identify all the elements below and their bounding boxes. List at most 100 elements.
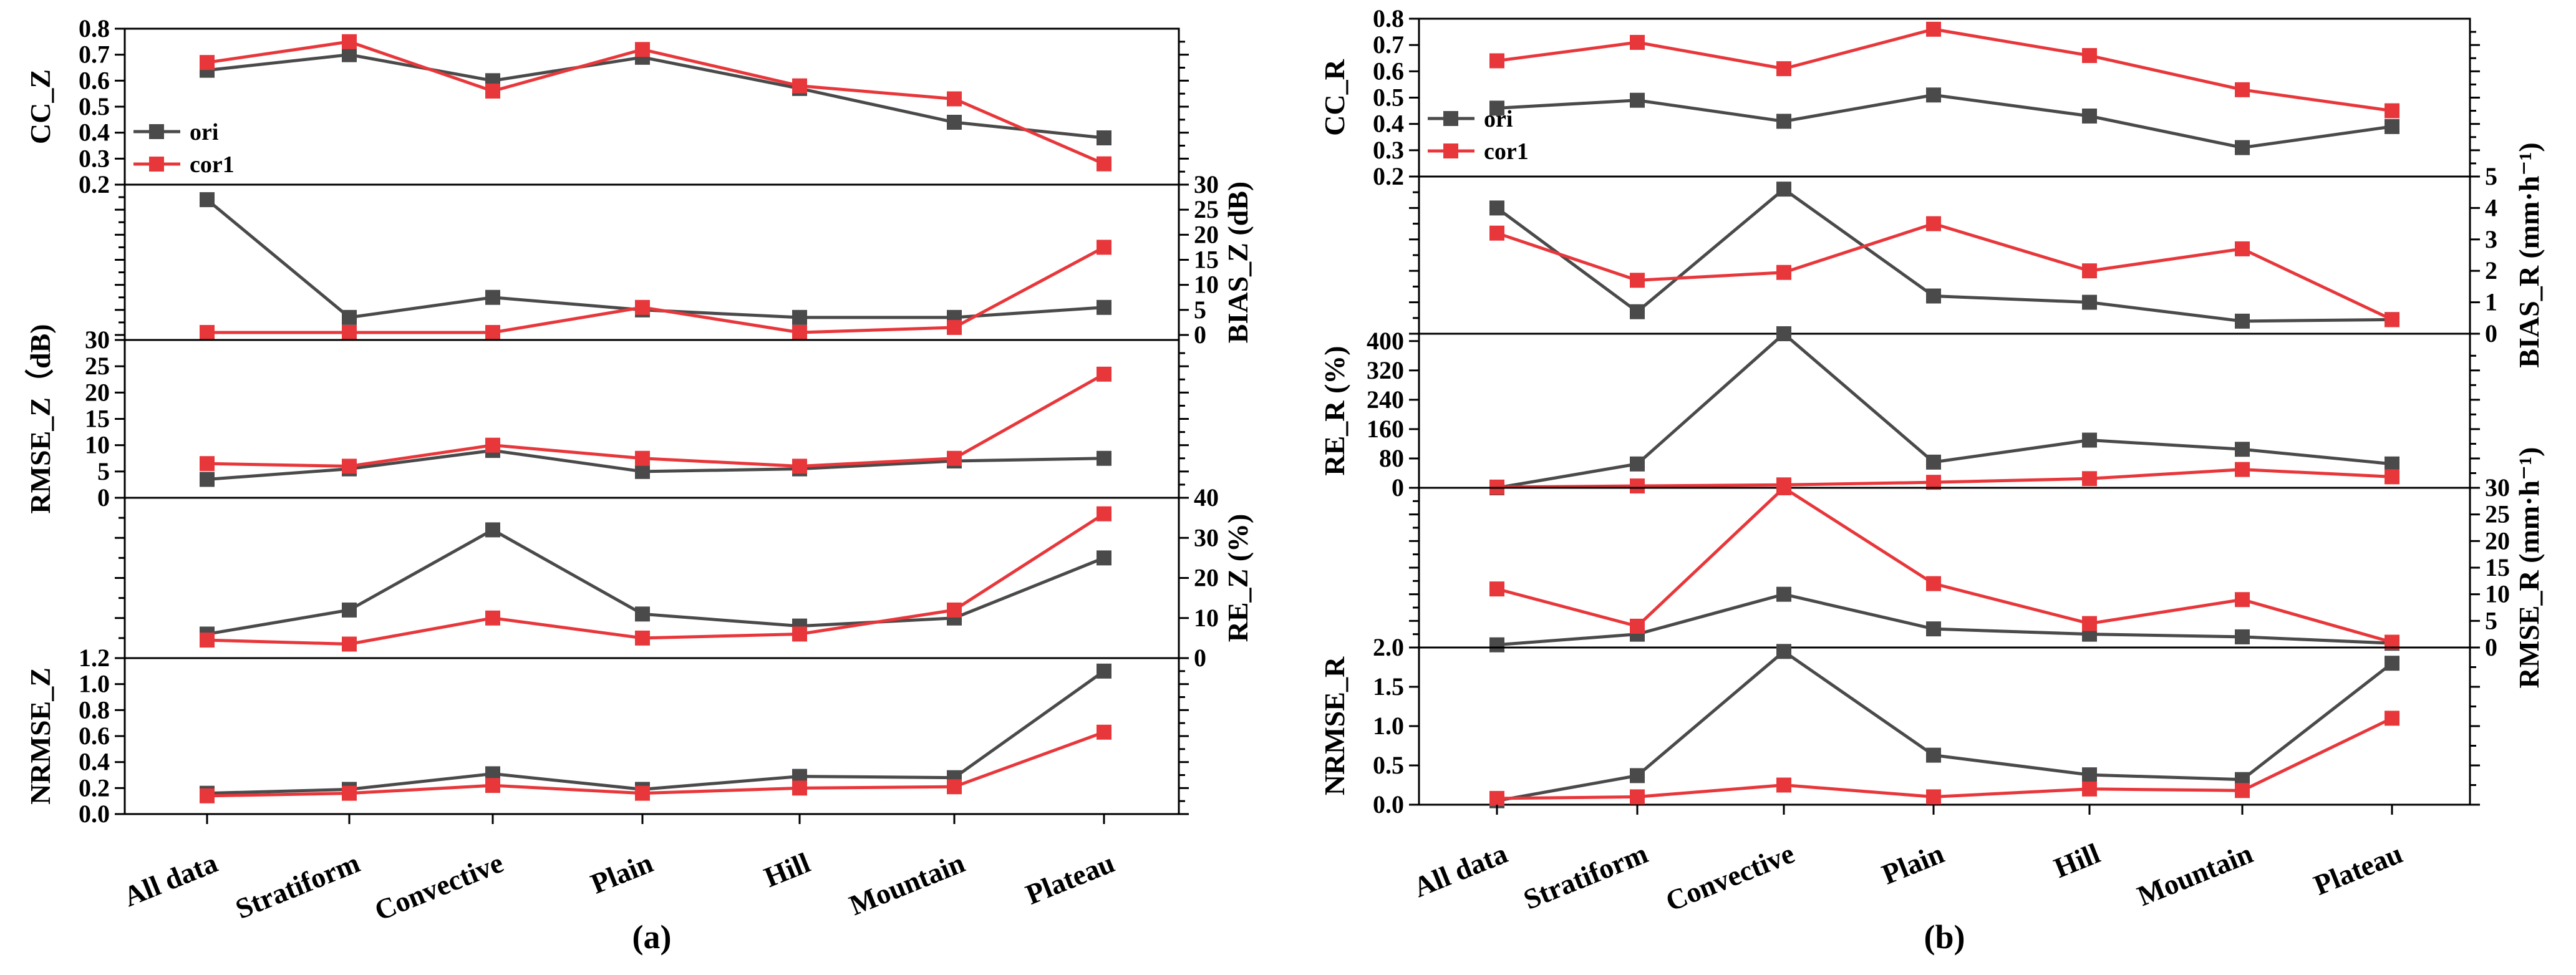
data-point-ori (1489, 200, 1504, 216)
data-point-cor1 (1630, 789, 1645, 805)
y-tick-label: 0.8 (79, 696, 110, 724)
data-point-cor1 (635, 785, 650, 801)
y-tick-label: 1.0 (79, 670, 110, 698)
y-tick-label: 1.5 (1373, 672, 1404, 701)
y-tick-label: 0.6 (79, 722, 110, 750)
data-point-cor1 (1489, 53, 1504, 69)
y-tick-label: 30 (1194, 170, 1219, 198)
data-point-cor1 (1776, 777, 1791, 793)
data-point-cor1 (342, 324, 357, 340)
data-point-ori (792, 309, 807, 325)
y-tick-label: 25 (1194, 195, 1219, 223)
data-point-cor1 (1776, 480, 1791, 495)
data-point-cor1 (485, 84, 500, 99)
data-point-cor1 (1630, 34, 1645, 50)
data-point-cor1 (2082, 781, 2097, 797)
series-line-cor1 (206, 512, 1105, 646)
data-point-cor1 (2082, 616, 2097, 631)
data-point-ori (1926, 288, 1941, 304)
data-point-ori (200, 472, 215, 487)
y-tick-label: 0.2 (79, 170, 110, 198)
y-tick-label: 0.5 (1373, 84, 1404, 112)
y-tick-label: 0 (2485, 319, 2497, 347)
plot-frame (1418, 175, 2471, 335)
data-point-cor1 (792, 324, 807, 340)
x-tick-label: All data (1409, 837, 1512, 903)
data-point-cor1 (2235, 592, 2250, 608)
series-line-cor1 (207, 246, 1105, 334)
data-point-cor1 (2082, 471, 2097, 487)
data-point-cor1 (1097, 240, 1111, 255)
subplot-cc-z: 0.20.30.40.50.60.70.8 CC_Z ori cor1 (24, 14, 1189, 198)
y-tick-label: 0 (97, 483, 110, 512)
series-line-ori (206, 53, 1105, 140)
y-tick-label: 10 (85, 431, 110, 459)
y-axis-label: CC_R (1319, 59, 1350, 135)
y-axis-label: NRMSE_R (1319, 656, 1350, 795)
data-point-ori (1630, 768, 1645, 783)
y-tick-label: 0.5 (79, 92, 110, 120)
data-point-cor1 (1097, 366, 1111, 382)
y-tick-label: 15 (85, 405, 110, 433)
y-tick-label: 0 (2485, 633, 2497, 661)
subplot-nrmse-r: 0.0 0.5 1.0 1.5 2.0 NRMSE_R (1319, 633, 2480, 818)
panel-a: 0.20.30.40.50.60.70.8CC_Z oricor105101520… (24, 14, 1254, 956)
data-point-cor1 (1489, 581, 1504, 597)
series-line-ori (206, 669, 1105, 795)
data-point-ori (1926, 87, 1941, 103)
legend-label-ori: ori (1484, 106, 1513, 132)
data-point-ori (200, 192, 215, 208)
data-point-ori (1630, 92, 1645, 108)
y-tick-label: 0.7 (79, 41, 110, 69)
panel-label: (b) (1924, 918, 1965, 956)
data-point-ori (1776, 182, 1791, 197)
data-point-ori (635, 606, 650, 622)
data-point-cor1 (792, 458, 807, 474)
data-point-cor1 (947, 319, 962, 335)
y-tick-label: 0.4 (1373, 110, 1404, 138)
y-axis-label: RE_R (%) (1319, 346, 1350, 475)
y-tick-label: 0.4 (79, 748, 110, 776)
data-point-cor1 (1097, 156, 1111, 172)
series-line-cor1 (206, 372, 1105, 468)
data-point-cor1 (342, 636, 357, 652)
data-point-ori (342, 309, 357, 325)
data-point-cor1 (792, 78, 807, 94)
x-tick-label: Stratiform (231, 846, 364, 925)
data-point-cor1 (1926, 789, 1941, 805)
y-tick-label: 1.2 (79, 644, 110, 672)
x-tick-label: Plain (586, 846, 657, 900)
y-tick-label: 2.0 (1373, 633, 1404, 661)
x-tick-label: Plateau (1021, 846, 1119, 911)
data-point-ori (485, 289, 500, 305)
data-point-cor1 (635, 42, 650, 57)
y-tick-label: 20 (1194, 564, 1219, 592)
y-tick-label: 0 (1392, 473, 1404, 502)
data-point-cor1 (947, 602, 962, 618)
y-tick-label: 25 (2485, 500, 2510, 528)
y-tick-label: 20 (2485, 526, 2510, 555)
y-tick-label: 80 (1379, 444, 1404, 472)
data-point-cor1 (485, 610, 500, 626)
y-axis-label: BIAS_R (mm·h⁻¹) (2513, 142, 2545, 367)
data-point-ori (1489, 637, 1504, 652)
x-tick-label: Hill (2050, 837, 2104, 884)
y-tick-label: 0.6 (1373, 57, 1404, 85)
x-tick-label: Stratiform (1519, 837, 1652, 916)
y-tick-label: 0.7 (1373, 31, 1404, 59)
y-tick-label: 5 (2485, 162, 2497, 190)
y-tick-label: 0.3 (1373, 136, 1404, 164)
y-tick-label: 0.3 (79, 144, 110, 172)
y-axis-label: NRMSE_Z (24, 667, 56, 805)
x-tick-label: Convective (1661, 837, 1798, 918)
data-point-ori (1926, 621, 1941, 637)
y-tick-label: 4 (2485, 193, 2497, 221)
data-point-ori (2082, 294, 2097, 310)
y-tick-label: 5 (2485, 606, 2497, 634)
